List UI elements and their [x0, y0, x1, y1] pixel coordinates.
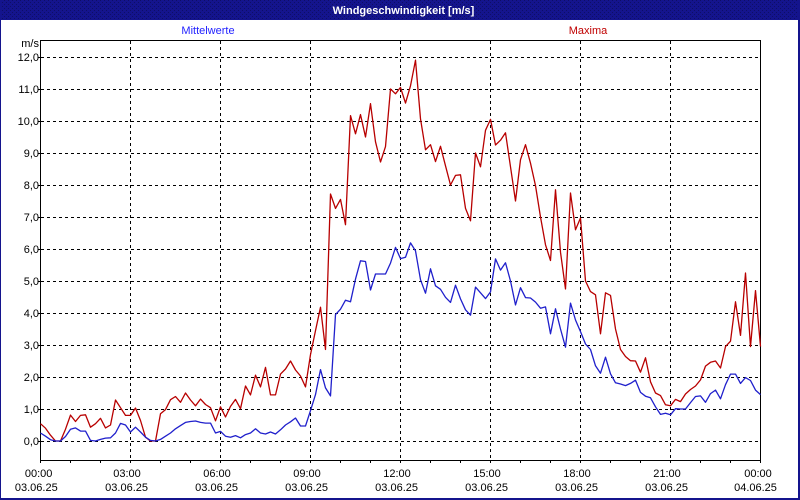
- svg-text:03.06.25: 03.06.25: [15, 482, 58, 494]
- svg-text:06:00: 06:00: [203, 468, 231, 480]
- svg-text:5,0: 5,0: [24, 276, 39, 288]
- svg-text:03.06.25: 03.06.25: [465, 482, 508, 494]
- svg-text:12:00: 12:00: [383, 468, 411, 480]
- svg-text:00:00: 00:00: [25, 468, 53, 480]
- svg-text:03.06.25: 03.06.25: [105, 482, 148, 494]
- svg-text:00:00: 00:00: [744, 468, 772, 480]
- svg-text:10,0: 10,0: [18, 116, 39, 128]
- svg-text:03.06.25: 03.06.25: [555, 482, 598, 494]
- svg-text:7,0: 7,0: [24, 212, 39, 224]
- svg-text:03.06.25: 03.06.25: [645, 482, 688, 494]
- svg-text:Maxima: Maxima: [569, 25, 608, 37]
- svg-text:8,0: 8,0: [24, 180, 39, 192]
- svg-text:3,0: 3,0: [24, 340, 39, 352]
- svg-text:6,0: 6,0: [24, 244, 39, 256]
- svg-text:03:00: 03:00: [113, 468, 141, 480]
- svg-text:18:00: 18:00: [563, 468, 591, 480]
- svg-text:4,0: 4,0: [24, 308, 39, 320]
- svg-text:04.06.25: 04.06.25: [734, 482, 777, 494]
- svg-text:21:00: 21:00: [653, 468, 681, 480]
- svg-text:0,0: 0,0: [24, 436, 39, 448]
- svg-text:15:00: 15:00: [473, 468, 501, 480]
- svg-text:Windgeschwindigkeit [m/s]: Windgeschwindigkeit [m/s]: [333, 5, 475, 17]
- svg-text:Mittelwerte: Mittelwerte: [181, 25, 234, 37]
- svg-text:m/s: m/s: [21, 38, 39, 50]
- svg-text:12,0: 12,0: [18, 52, 39, 64]
- svg-text:9,0: 9,0: [24, 148, 39, 160]
- svg-text:03.06.25: 03.06.25: [285, 482, 328, 494]
- svg-text:11,0: 11,0: [18, 84, 39, 96]
- svg-text:03.06.25: 03.06.25: [195, 482, 238, 494]
- svg-text:1,0: 1,0: [24, 404, 39, 416]
- svg-text:03.06.25: 03.06.25: [375, 482, 418, 494]
- svg-text:09:00: 09:00: [293, 468, 321, 480]
- svg-text:2,0: 2,0: [24, 372, 39, 384]
